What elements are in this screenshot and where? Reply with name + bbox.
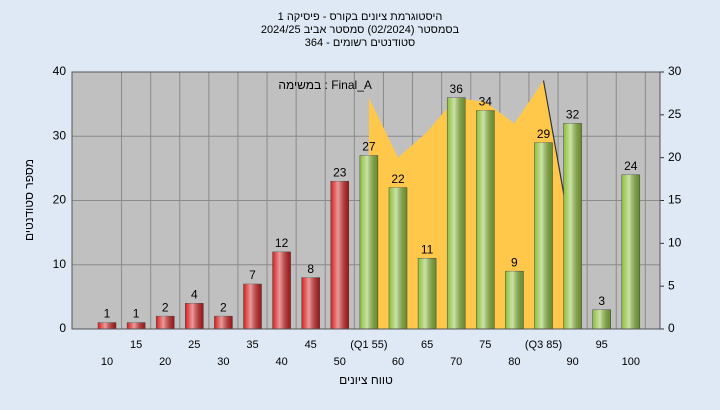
bar-shine <box>272 251 291 329</box>
value-label: 34 <box>479 95 493 109</box>
value-label: 24 <box>624 159 638 173</box>
y-tick-label: 0 <box>59 321 66 335</box>
bar-shine <box>359 155 378 329</box>
x-tick-label: 25 <box>188 339 200 351</box>
chart-subtitle: בסמסטר (02/2024) סמסטר אביב 2024/25 <box>261 24 460 36</box>
y2-tick-label: 25 <box>668 107 682 121</box>
value-label: 12 <box>275 236 289 250</box>
x-tick-label: 40 <box>275 356 287 368</box>
bar-shine <box>505 271 524 329</box>
value-label: 3 <box>598 294 605 308</box>
value-label: 32 <box>566 108 580 122</box>
value-label: 22 <box>391 172 405 186</box>
value-label: 27 <box>362 140 376 154</box>
x-tick-label: 100 <box>622 356 640 368</box>
x-tick-label: (Q1 55) <box>350 339 387 351</box>
bar-shine <box>127 322 146 329</box>
y2-tick-label: 10 <box>668 236 682 250</box>
bar-shine <box>476 110 495 329</box>
value-label: 8 <box>307 262 314 276</box>
chart-subtitle: סטודנטים רשומים - 364 <box>305 37 416 49</box>
value-label: 23 <box>333 165 347 179</box>
x-tick-label: 65 <box>421 339 433 351</box>
chart-title: היסטוגרמת ציונים בקורס - פיסיקה 1 <box>278 11 443 23</box>
x-tick-label: (Q3 85) <box>525 339 562 351</box>
y2-tick-label: 30 <box>668 64 682 78</box>
value-label: 29 <box>537 127 551 141</box>
y-tick-label: 30 <box>53 128 67 142</box>
x-tick-label: 35 <box>246 339 258 351</box>
bar-shine <box>185 303 204 329</box>
x-tick-label: 50 <box>334 356 346 368</box>
value-label: 9 <box>511 255 518 269</box>
x-axis-label: טווח ציונים <box>339 373 393 387</box>
bar-shine <box>156 316 175 329</box>
value-label: 1 <box>104 307 111 321</box>
value-label: 36 <box>450 82 464 96</box>
y-tick-label: 40 <box>53 64 67 78</box>
y-axis-label: מספר סטודנטים <box>22 159 36 241</box>
y-tick-label: 10 <box>53 257 67 271</box>
x-tick-label: 95 <box>596 339 608 351</box>
x-tick-label: 75 <box>479 339 491 351</box>
x-tick-label: 10 <box>101 356 113 368</box>
y2-tick-label: 5 <box>668 278 675 292</box>
value-label: 2 <box>220 300 227 314</box>
value-label: 11 <box>421 242 434 256</box>
plot-border <box>71 71 661 330</box>
y-tick-label: 20 <box>53 193 67 207</box>
bar-shine <box>301 277 320 329</box>
bar-shine <box>243 284 262 329</box>
value-label: 1 <box>133 307 140 321</box>
bar-shine <box>418 258 437 329</box>
x-tick-label: 80 <box>508 356 520 368</box>
bar-shine <box>214 316 233 329</box>
y2-tick-label: 0 <box>668 321 675 335</box>
x-tick-label: 45 <box>305 339 317 351</box>
x-tick-label: 90 <box>566 356 578 368</box>
bar-shine <box>592 309 611 329</box>
y2-tick-label: 20 <box>668 150 682 164</box>
value-label: 7 <box>249 268 256 282</box>
y2-tick-label: 15 <box>668 193 682 207</box>
area-label: במשימה : Final_A <box>278 78 372 92</box>
x-tick-label: 70 <box>450 356 462 368</box>
x-tick-label: 30 <box>217 356 229 368</box>
value-label: 4 <box>191 287 198 301</box>
bar-shine <box>389 187 407 329</box>
bar-shine <box>98 322 116 329</box>
bar-shine <box>534 142 553 329</box>
x-tick-label: 15 <box>130 339 142 351</box>
value-label: 2 <box>162 300 169 314</box>
bar-shine <box>330 181 349 329</box>
bar-shine <box>447 97 466 329</box>
x-tick-label: 20 <box>159 356 171 368</box>
bar-shine <box>621 174 640 329</box>
bar-shine <box>563 123 582 330</box>
x-tick-label: 60 <box>392 356 404 368</box>
